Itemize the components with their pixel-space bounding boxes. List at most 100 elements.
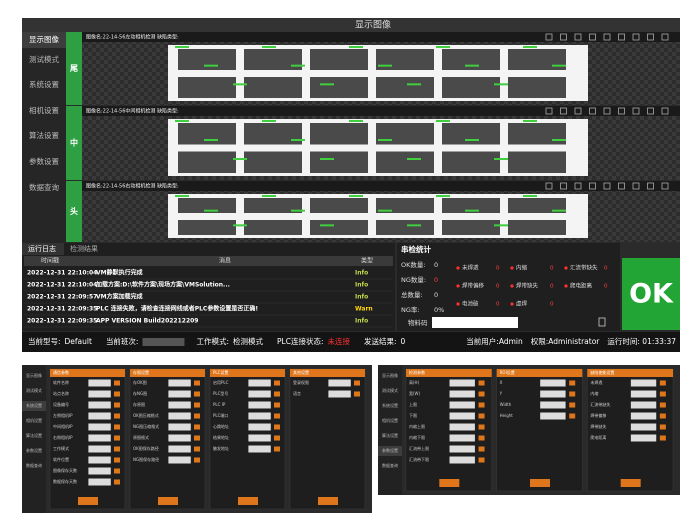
status-label: 当前班次: [106,336,139,346]
field-label: 左侧相机IP [53,412,73,418]
sidebar-item[interactable]: 相机设置 [29,105,59,115]
log-message: VM静默执行完成 [96,269,143,277]
save-button[interactable] [318,497,338,505]
field-input [168,434,191,442]
defect-mark [262,195,276,197]
cell [508,49,566,70]
save-button[interactable] [238,497,258,505]
section-box [587,368,674,492]
toolbar-icon [618,182,625,190]
field-toggle [478,457,485,463]
cell [244,123,302,145]
save-button[interactable] [620,479,641,487]
field-toggle [194,435,200,441]
mini-sidebar-item: 参数设置 [382,447,398,453]
material-input [432,317,518,328]
save-button[interactable] [439,479,460,487]
defect-label: 汇流带缺失 [570,264,598,272]
field-label: 汇流带下限 [409,456,429,462]
field-input [328,390,351,398]
field-toggle [114,468,120,474]
field-label: Width [500,402,512,407]
cell [178,220,236,235]
save-button[interactable] [78,497,98,505]
toolbar-icon [545,33,553,41]
field-label: 心跳地址 [213,423,229,429]
field-input [168,445,191,453]
section-header [406,369,492,377]
tab[interactable]: 运行日志 [28,244,56,253]
field-label: Y [499,391,503,396]
section-box [129,368,206,510]
cell [178,151,236,173]
field-label: 下限 [409,412,417,418]
field-input [449,423,475,431]
field-label: 内缩 [590,390,598,396]
column-header: 时间戳 [41,257,59,265]
field-toggle [114,435,120,441]
defect-value: 0 [550,284,554,290]
defect-label: 内缩 [516,264,528,272]
field-label: 语言 [293,390,301,396]
field-input [630,390,657,398]
field-label: 数据保存天数 [53,478,77,484]
mini-sidebar-item: 数据查询 [382,462,398,468]
cell [442,198,500,213]
cell [508,220,566,235]
field-toggle [114,402,120,408]
toolbar-icon [560,107,567,115]
save-button[interactable] [530,479,550,487]
cell [310,198,368,213]
defect-mark [291,209,305,212]
tab[interactable]: 检测结果 [70,244,98,253]
defect-mark [233,224,247,227]
defect-mark [291,64,305,67]
panel-header [82,106,680,116]
panel-caption: 图像名:22-14-56左动相机检测 缺陷类型: [86,34,179,41]
sidebar [22,32,66,243]
defect-value: 0 [496,302,500,308]
sidebar-item[interactable]: 系统设置 [29,79,59,89]
defect-mark [204,209,218,212]
section-header [496,369,583,377]
sidebar-item[interactable]: 显示图像 [29,34,59,44]
field-toggle [274,413,280,419]
mini-sidebar-item: 算法设置 [26,432,42,438]
field-toggle [659,402,666,408]
save-button[interactable] [158,497,178,505]
field-input [449,412,475,420]
sidebar-item[interactable]: 数据查询 [29,182,59,192]
sidebar-item[interactable]: 测试模式 [29,54,59,64]
defect-mark [407,224,421,227]
defect-label: 焊带缺失 [516,282,539,290]
cell [310,49,368,70]
sidebar-item[interactable]: 算法设置 [29,130,59,140]
field-toggle [354,380,360,386]
field-toggle [194,391,200,397]
count-label: NG率: [401,305,420,314]
field-label: 焊带偏移 [590,412,606,418]
field-toggle [659,435,666,441]
field-toggle [478,424,485,430]
sidebar-item[interactable]: 参数设置 [29,156,59,166]
field-label: 工作模式 [53,445,69,451]
cell [244,77,302,98]
field-label: NG图压缩格式 [133,423,159,429]
defect-mark [175,120,189,122]
field-input [449,434,475,442]
toolbar-icon [574,182,582,190]
field-input [168,456,191,464]
status-label: 工作模式: [196,336,229,346]
field-input [88,467,111,475]
mini-sidebar-item: 显示图像 [382,372,398,378]
field-input [88,445,111,453]
status-value: Default [65,337,92,346]
field-label: 存原图 [133,401,145,407]
field-label: 未焊透 [590,379,602,385]
log-type: Info [355,282,368,289]
mini-sidebar-item: 系统设置 [382,402,398,408]
section-header [587,369,673,377]
mini-sidebar-active [22,401,46,411]
field-label: OK图压缩格式 [133,412,159,418]
